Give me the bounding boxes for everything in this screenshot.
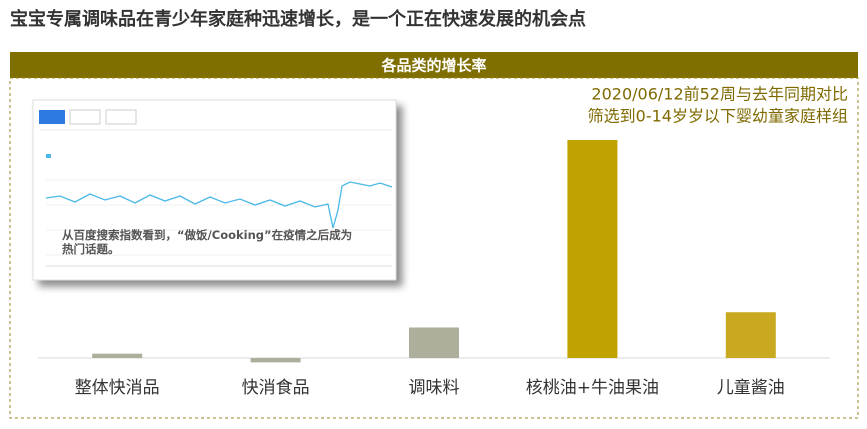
annotation: 2020/06/12前52周与去年同期对比 [591,85,848,104]
bar [250,358,301,363]
slide-title: 宝宝专属调味品在青少年家庭种迅速增长，是一个正在快速发展的机会点 [10,8,586,30]
bar [725,312,776,358]
x-tick-label: 儿童酱油 [717,378,785,398]
x-tick-label: 核桃油+牛油果油 [526,378,659,398]
chart-title: 各品类的增长率 [380,57,486,75]
x-tick-label: 整体快消品 [75,378,160,398]
bar [567,140,618,358]
bar [409,327,459,358]
inset-detail [39,109,393,267]
x-tick-label: 快消食品 [242,378,310,398]
plot: 整体快消品 快消食品 调味料 核桃油+牛油果油 儿童酱油 [75,140,785,398]
annotation: 筛选到0-14岁岁以下婴幼童家庭样组 [588,107,848,126]
x-tick-label: 调味料 [409,378,460,398]
inset-caption: 从百度搜索指数看到，“做饭/Cooking”在疫情之后成为热门话题。 [62,228,353,256]
header-bar [10,52,858,78]
inset-caption-box: 从百度搜索指数看到，“做饭/Cooking”在疫情之后成为热门话题。 [62,228,353,256]
bar [92,353,143,358]
